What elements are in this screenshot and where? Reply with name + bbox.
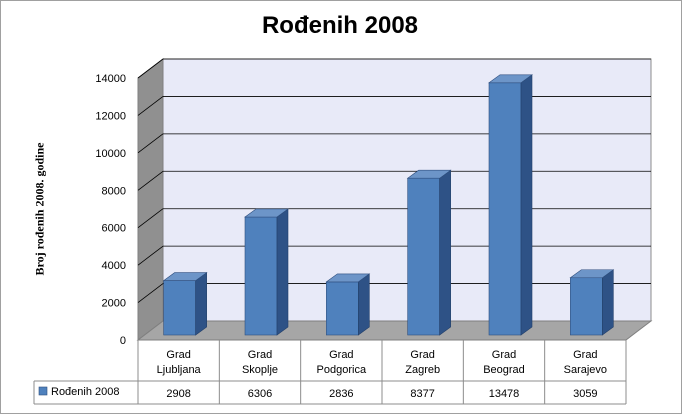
y-tick-label: 2000 <box>102 298 126 310</box>
y-tick-label: 6000 <box>102 223 126 235</box>
x-category-label: Beograd <box>483 364 525 376</box>
data-table-value: 3059 <box>573 388 597 400</box>
bar-front <box>407 177 440 336</box>
bar-side <box>602 269 614 336</box>
data-table-value: 8377 <box>410 388 434 400</box>
x-category-label: Grad <box>492 349 516 361</box>
bar-top <box>325 273 371 283</box>
x-category-label: Grad <box>573 349 597 361</box>
bar-top <box>488 74 533 84</box>
y-tick-label: 10000 <box>95 148 126 160</box>
legend-swatch <box>38 386 48 396</box>
x-category-label: Zagreb <box>405 364 440 376</box>
data-table-value: 2908 <box>166 388 190 400</box>
chart-title: Rođenih 2008 <box>261 12 419 39</box>
gridline-side <box>137 96 164 116</box>
x-category-label: Grad <box>410 349 434 361</box>
bar-front <box>488 82 522 336</box>
bar-side <box>520 74 533 336</box>
bar-top <box>244 208 289 218</box>
x-category-label: Podgorica <box>317 364 367 376</box>
bar <box>406 169 452 336</box>
bar-front <box>163 280 196 336</box>
gridline-side <box>137 58 164 79</box>
x-category-label: Grad <box>329 349 353 361</box>
legend-label: Rođenih 2008 <box>51 386 120 398</box>
x-category-label: Grad <box>166 349 190 361</box>
bar-top <box>406 169 452 179</box>
x-category-label: Ljubljana <box>157 364 202 376</box>
bar-front <box>244 216 278 336</box>
y-tick-label: 8000 <box>102 185 126 197</box>
gridline-side <box>137 170 164 191</box>
bar-front <box>570 277 603 336</box>
bar <box>244 208 289 336</box>
bar-side <box>276 208 289 336</box>
y-tick-label: 4000 <box>102 260 126 272</box>
bar-front <box>326 281 359 336</box>
bar <box>162 271 208 336</box>
bar-top <box>569 269 615 279</box>
gridline-side <box>137 245 164 266</box>
gridline-side <box>137 133 164 154</box>
x-category-label: Sarajevo <box>564 364 607 376</box>
bar <box>569 269 615 336</box>
gridline-side <box>137 208 164 229</box>
bar-side <box>358 273 370 336</box>
bar-side <box>439 169 451 336</box>
y-tick-label: 14000 <box>95 73 126 85</box>
x-category-label: Skoplje <box>242 364 278 376</box>
y-tick-label: 12000 <box>95 110 126 122</box>
x-category-label: Grad <box>248 349 272 361</box>
bar-side <box>195 271 207 336</box>
data-table-value: 13478 <box>489 388 520 400</box>
bar <box>325 273 371 336</box>
side-wall <box>137 57 164 342</box>
bar <box>488 74 533 336</box>
gridline-side <box>137 283 164 303</box>
y-tick-label: 0 <box>120 335 126 347</box>
bar-top <box>162 272 208 281</box>
data-table-value: 6306 <box>248 388 272 400</box>
data-table-value: 2836 <box>329 388 353 400</box>
